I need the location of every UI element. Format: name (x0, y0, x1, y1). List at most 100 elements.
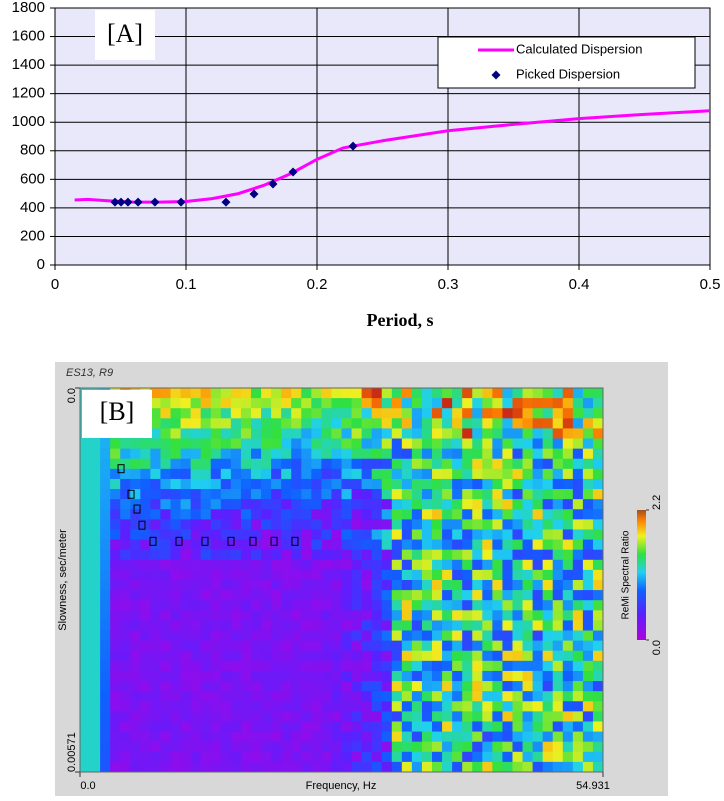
heatmap-cell (90, 600, 101, 611)
heatmap-cell (140, 701, 151, 712)
heatmap-cell (452, 681, 463, 692)
heatmap-cell (542, 751, 554, 763)
heatmap-cell (391, 398, 403, 409)
heatmap-cell (160, 600, 172, 611)
heatmap-cell (361, 388, 373, 399)
annotation: [B] (100, 397, 135, 426)
heatmap-cell (220, 418, 232, 429)
heatmap-cell (140, 539, 151, 551)
heatmap-cell (592, 610, 604, 621)
heatmap-cell (240, 468, 252, 480)
heatmap-cell (220, 559, 232, 571)
heatmap-cell (90, 701, 101, 712)
heatmap-cell (271, 580, 282, 591)
heatmap-cell (120, 670, 131, 682)
heatmap-cell (592, 539, 604, 551)
heatmap-cell (401, 701, 413, 712)
heatmap-cell (371, 549, 383, 561)
heatmap-cell (502, 398, 513, 409)
heatmap-cell (331, 478, 342, 490)
x-tick-label: 54.931 (576, 780, 610, 792)
heatmap-cell (502, 448, 513, 460)
heatmap-cell (381, 590, 393, 601)
heatmap-cell (582, 741, 594, 753)
heatmap-cell (542, 559, 554, 571)
heatmap-cell (150, 741, 161, 753)
heatmap-cell (552, 580, 564, 591)
heatmap-cell (532, 711, 544, 722)
annotation-box (95, 10, 155, 60)
heatmap-cell (391, 660, 403, 672)
heatmap-cell (291, 701, 302, 712)
heatmap-cell (180, 681, 192, 692)
heatmap-cell (411, 509, 423, 520)
heatmap-cell (502, 438, 513, 450)
heatmap-cell (210, 478, 222, 490)
heatmap-cell (140, 499, 151, 510)
heatmap-cell (562, 751, 574, 763)
heatmap-cell (492, 539, 503, 551)
heatmap-cell (522, 630, 534, 642)
heatmap-cell (421, 741, 433, 753)
heatmap-cell (331, 711, 342, 722)
heatmap-cell (110, 509, 121, 520)
heatmap-cell (492, 458, 503, 470)
heatmap-cell (301, 398, 312, 409)
heatmap-cell (120, 711, 131, 722)
heatmap-cell (200, 741, 212, 753)
heatmap-cell (301, 670, 312, 682)
heatmap-cell (170, 458, 182, 470)
heatmap-cell (220, 398, 232, 409)
heatmap-cell (130, 438, 141, 450)
heatmap-cell (281, 448, 292, 460)
heatmap-cell (331, 751, 342, 763)
heatmap-cell (592, 600, 604, 611)
heatmap-cell (592, 731, 604, 743)
heatmap-cell (210, 509, 222, 520)
heatmap-cell (140, 731, 151, 743)
heatmap-cell (371, 468, 383, 480)
heatmap-cell (200, 650, 212, 662)
heatmap-cell (200, 691, 212, 702)
heatmap-cell (210, 468, 222, 480)
heatmap-cell (502, 519, 513, 530)
heatmap-cell (411, 539, 423, 551)
heatmap-cell (90, 751, 101, 763)
heatmap-cell (301, 630, 312, 642)
heatmap-cell (261, 489, 272, 500)
heatmap-cell (281, 691, 292, 702)
heatmap-cell (120, 721, 131, 733)
heatmap-cell (210, 741, 222, 753)
heatmap-cell (592, 478, 604, 490)
heatmap-cell (502, 559, 513, 571)
heatmap-cell (482, 478, 493, 490)
heatmap-cell (522, 670, 534, 682)
heatmap-cell (240, 458, 252, 470)
heatmap-cell (281, 408, 292, 419)
heatmap-cell (381, 741, 393, 753)
heatmap-cell (592, 549, 604, 561)
heatmap-cell (140, 670, 151, 682)
y-tick-label: 400 (20, 199, 45, 216)
heatmap-cell (220, 458, 232, 470)
heatmap-cell (120, 519, 131, 530)
heatmap-cell (160, 489, 172, 500)
heatmap-cell (361, 600, 373, 611)
heatmap-cell (291, 620, 302, 632)
heatmap-cell (200, 569, 212, 581)
heatmap-cell (482, 438, 493, 450)
heatmap-cell (200, 610, 212, 621)
heatmap-cell (130, 489, 141, 500)
heatmap-cell (100, 569, 111, 581)
data-point (176, 197, 186, 207)
heatmap-cell (532, 408, 544, 419)
heatmap-cell (361, 701, 373, 712)
heatmap-cell (331, 539, 342, 551)
heatmap-cell (190, 468, 202, 480)
heatmap-cell (361, 428, 373, 440)
heatmap-cell (301, 458, 312, 470)
heatmap-cell (442, 478, 453, 490)
heatmap-cell (150, 721, 161, 733)
heatmap-cell (80, 499, 91, 510)
